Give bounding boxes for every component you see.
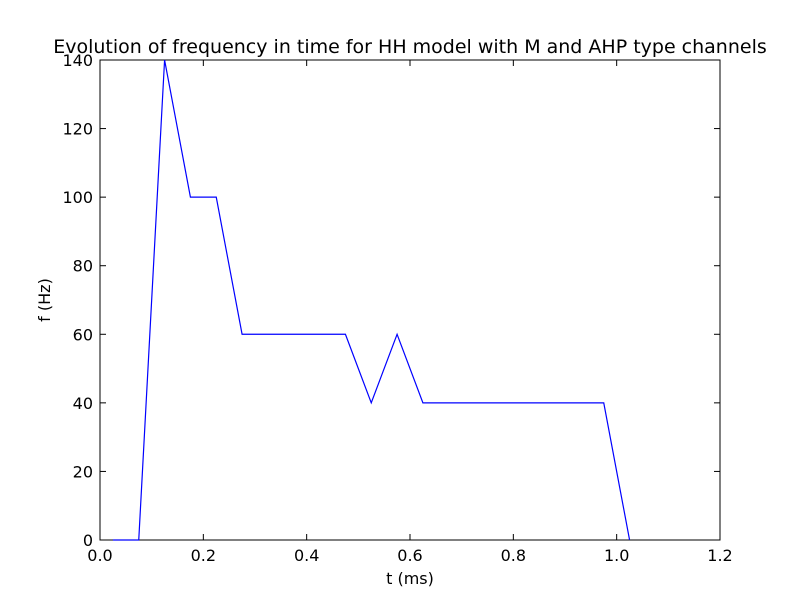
series-line	[112, 59, 631, 541]
y-tick-label: 100	[62, 188, 93, 207]
y-tick-label: 120	[62, 120, 93, 139]
x-tick-label: 1.0	[604, 546, 629, 565]
x-tick-label: 1.2	[707, 546, 732, 565]
y-tick-label: 20	[73, 462, 93, 481]
x-tick-label: 0.2	[191, 546, 216, 565]
y-tick-label: 80	[73, 257, 93, 276]
plot-area: 0.0 0.2 0.4 0.6 0.8 1.0 1.2 0 20 40 60 80 100 120 140	[62, 51, 732, 565]
x-tick-label: 0.4	[294, 546, 319, 565]
x-tick-label: 0.0	[87, 546, 112, 565]
y-axis-label: f (Hz)	[35, 278, 54, 322]
x-tick-label: 0.6	[397, 546, 422, 565]
y-tick-label: 60	[73, 325, 93, 344]
chart-title: Evolution of frequency in time for HH mo…	[53, 36, 767, 58]
axes-frame	[99, 59, 721, 541]
y-tick-label: 140	[62, 51, 93, 70]
x-axis-label: t (ms)	[386, 569, 434, 588]
y-tick-label: 40	[73, 394, 93, 413]
x-tick-label: 0.8	[501, 546, 526, 565]
y-tick-label: 0	[83, 531, 93, 550]
